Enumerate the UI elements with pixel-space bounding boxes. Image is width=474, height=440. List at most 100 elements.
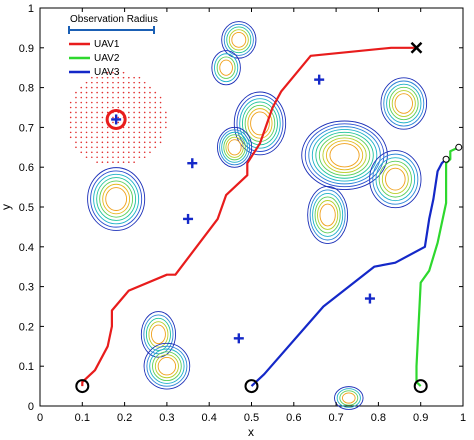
contour-line xyxy=(391,90,416,117)
y-tick-label: 0.6 xyxy=(19,162,34,174)
contour-line xyxy=(93,173,140,225)
observation-dot xyxy=(69,121,72,124)
observation-dot xyxy=(133,86,135,89)
observation-dot xyxy=(112,81,114,84)
observation-dot xyxy=(80,91,83,94)
contour-line xyxy=(308,126,381,185)
observation-dot xyxy=(112,141,114,144)
observation-dot xyxy=(106,126,109,129)
observation-dot xyxy=(122,151,125,154)
observation-dot xyxy=(122,146,125,149)
observation-dot xyxy=(69,136,72,139)
observation-dot xyxy=(106,156,109,159)
observation-dot xyxy=(122,131,125,134)
observation-dot xyxy=(122,136,125,139)
series-line-uav1 xyxy=(81,46,417,387)
observation-dot xyxy=(128,76,130,79)
observation-dot xyxy=(112,136,114,139)
observation-dot xyxy=(75,111,77,114)
legend-label-uav2: UAV2 xyxy=(94,53,120,64)
observation-dot xyxy=(117,96,120,99)
contour-line xyxy=(157,357,177,376)
observation-dot xyxy=(106,161,109,164)
observation-dot-grid xyxy=(69,71,167,164)
observation-dot xyxy=(75,146,77,149)
observation-dot xyxy=(138,96,141,99)
density-contours xyxy=(87,21,428,410)
observation-dot xyxy=(143,121,146,124)
contour-line xyxy=(228,29,249,51)
contour-line xyxy=(369,150,422,209)
observation-dot xyxy=(149,96,151,99)
observation-dot xyxy=(143,116,146,119)
contour-line xyxy=(339,390,359,406)
observation-dot xyxy=(75,121,77,124)
contour-line xyxy=(334,386,364,410)
observation-dot xyxy=(122,71,125,74)
contour-line xyxy=(385,167,406,191)
observation-dot xyxy=(85,106,88,109)
observation-dot xyxy=(143,111,146,114)
observation-dot xyxy=(101,81,104,84)
observation-dot xyxy=(96,156,98,159)
observation-dot xyxy=(128,146,130,149)
observation-dot xyxy=(122,76,125,79)
observation-dot xyxy=(80,116,83,119)
y-axis-label: y xyxy=(0,204,13,210)
observation-dot xyxy=(128,81,130,84)
observation-dot xyxy=(122,106,125,109)
observation-dot xyxy=(138,91,141,94)
observation-dot xyxy=(80,111,83,114)
observation-dot xyxy=(96,101,98,104)
observation-dot xyxy=(143,146,146,149)
observation-dot xyxy=(112,116,114,119)
observation-dot xyxy=(133,161,135,164)
y-tick-label: 0.9 xyxy=(19,43,34,55)
observation-dot xyxy=(122,81,125,84)
contour-line xyxy=(223,134,246,161)
observation-dot xyxy=(101,131,104,134)
observation-dot xyxy=(96,116,98,119)
observation-dot xyxy=(159,136,162,139)
y-tick-label: 0.3 xyxy=(19,282,34,294)
contour-line xyxy=(227,139,242,156)
contour-line xyxy=(216,126,253,168)
observation-dot xyxy=(85,141,88,144)
legend-observation-radius-label: Observation Radius xyxy=(70,14,158,25)
observation-dot xyxy=(69,111,72,114)
observation-dot xyxy=(112,91,114,94)
observation-dot xyxy=(143,91,146,94)
observation-dot xyxy=(128,161,130,164)
observation-dot xyxy=(122,161,125,164)
observation-dot xyxy=(117,121,120,124)
observation-dot xyxy=(80,141,83,144)
observation-dot xyxy=(149,141,151,144)
axis-ticks: 0 0.1 0.2 0.3 0.4 0.5 0.6 0.7 0.8 0.9 1 0 0.1 0.2 0.3 0… xyxy=(19,3,466,424)
observation-dot xyxy=(106,91,109,94)
observation-dot xyxy=(85,116,88,119)
observation-dot xyxy=(112,106,114,109)
observation-dot xyxy=(122,86,125,89)
small-circle-marker xyxy=(442,155,450,163)
observation-dot xyxy=(101,106,104,109)
start-point-marker xyxy=(244,379,259,394)
observation-dot xyxy=(149,136,151,139)
observation-dot xyxy=(69,106,72,109)
observation-dot xyxy=(128,86,130,89)
observation-dot xyxy=(106,81,109,84)
observation-dot xyxy=(91,86,93,89)
observation-dot xyxy=(101,141,104,144)
observation-dot xyxy=(154,106,157,109)
observation-dot xyxy=(85,151,88,154)
observation-dot xyxy=(101,161,104,164)
observation-dot xyxy=(80,121,83,124)
observation-dot xyxy=(106,71,109,74)
observation-dot xyxy=(91,81,93,84)
observation-dot xyxy=(85,91,88,94)
observation-dot xyxy=(117,86,120,89)
observation-dot xyxy=(138,111,141,114)
x-axis-label: x xyxy=(248,425,254,439)
observation-dot xyxy=(106,86,109,89)
markers xyxy=(75,41,463,394)
